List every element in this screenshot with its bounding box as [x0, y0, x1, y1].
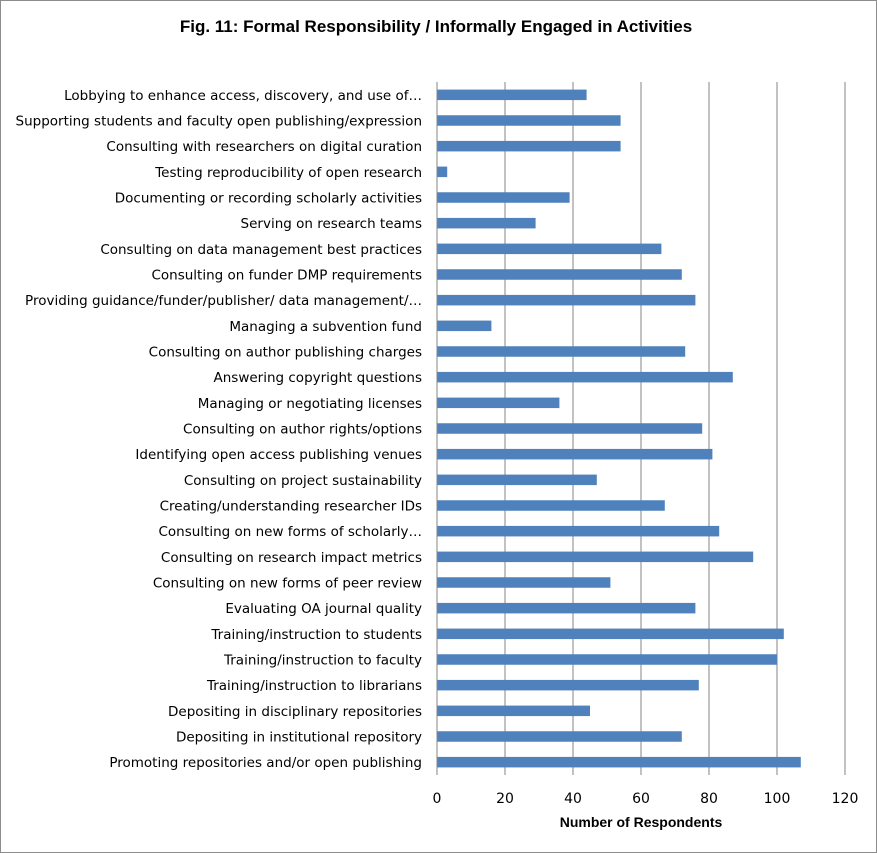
bar [437, 705, 590, 717]
bar [437, 192, 570, 203]
bar [437, 115, 621, 126]
x-tick-label: 60 [632, 791, 650, 807]
bar [437, 474, 597, 486]
bar [437, 243, 662, 255]
bar [437, 346, 686, 357]
x-tick-label: 120 [832, 791, 859, 807]
category-label: Consulting on author rights/options [183, 422, 422, 438]
bar [437, 602, 696, 614]
category-label: Consulting on funder DMP requirements [151, 268, 422, 284]
x-tick-label: 20 [496, 791, 514, 807]
bar [437, 577, 611, 588]
bar [437, 525, 720, 537]
category-label: Consulting on research impact metrics [161, 550, 422, 566]
chart-title: Fig. 11: Formal Responsibility / Informa… [180, 17, 692, 36]
x-tick-label: 40 [564, 791, 582, 807]
category-label: Consulting on new forms of scholarly… [158, 524, 422, 540]
category-label: Documenting or recording scholarly activ… [115, 191, 422, 207]
category-label: Identifying open access publishing venue… [135, 447, 422, 463]
category-label: Training/instruction to faculty [223, 653, 422, 669]
category-label: Managing or negotiating licenses [198, 396, 422, 412]
category-label: Consulting on data management best pract… [100, 242, 422, 258]
bar [437, 166, 448, 178]
x-tick-label: 80 [700, 791, 718, 807]
x-tick-labels: 0 20 40 60 80 100 120 [433, 791, 859, 807]
category-label: Training/instruction to librarians [206, 678, 422, 694]
bar [437, 320, 492, 332]
bar [437, 269, 682, 280]
bar [437, 756, 801, 768]
category-label: Training/instruction to students [210, 627, 422, 643]
bar [437, 500, 665, 511]
bar [437, 89, 587, 101]
category-label: Depositing in disciplinary repositories [168, 704, 422, 720]
category-label: Consulting on project sustainability [184, 473, 422, 489]
bar [437, 731, 682, 742]
category-label: Consulting on new forms of peer review [153, 576, 422, 592]
category-label: Consulting with researchers on digital c… [106, 139, 422, 155]
bar [437, 294, 696, 306]
bar [437, 448, 713, 460]
bar [437, 551, 754, 563]
x-tick-label: 0 [433, 791, 442, 807]
category-label: Answering copyright questions [214, 370, 423, 386]
bar [437, 397, 560, 409]
category-label: Supporting students and faculty open pub… [16, 114, 423, 130]
category-label: Depositing in institutional repository [176, 730, 422, 746]
x-axis-label: Number of Respondents [560, 814, 723, 830]
category-label: Consulting on author publishing charges [149, 345, 422, 361]
category-labels: Lobbying to enhance access, discovery, a… [16, 88, 423, 771]
bar [437, 371, 733, 383]
category-label: Creating/understanding researcher IDs [160, 499, 422, 515]
bar [437, 217, 536, 229]
category-label: Lobbying to enhance access, discovery, a… [64, 88, 422, 104]
category-label: Evaluating OA journal quality [225, 601, 422, 617]
bar [437, 679, 699, 691]
category-label: Providing guidance/funder/publisher/ dat… [25, 293, 422, 309]
bars [437, 89, 801, 768]
bar [437, 628, 784, 640]
x-tick-label: 100 [764, 791, 791, 807]
bar [437, 654, 777, 665]
category-label: Serving on research teams [241, 216, 422, 232]
category-label: Promoting repositories and/or open publi… [109, 755, 422, 771]
bar [437, 140, 621, 152]
bar [437, 423, 703, 434]
category-label: Managing a subvention fund [229, 319, 422, 335]
category-label: Testing reproducibility of open research [154, 165, 422, 181]
